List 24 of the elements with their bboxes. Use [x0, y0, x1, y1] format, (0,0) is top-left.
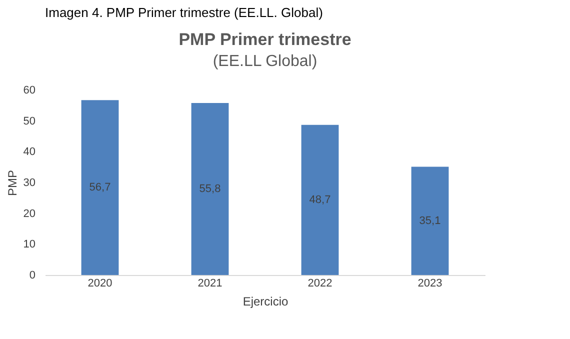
x-tick-label: 2020	[88, 278, 112, 290]
chart-title: PMP Primer trimestre	[178, 30, 352, 49]
data-label: 56,7	[89, 182, 111, 194]
y-tick-label: 20	[23, 208, 36, 220]
y-axis-title: PMP	[5, 170, 20, 196]
bar	[301, 124, 339, 275]
y-tick-label: 10	[23, 238, 36, 251]
x-tick-label: 2023	[418, 278, 442, 290]
y-tick-label: 60	[23, 84, 36, 96]
bar	[191, 102, 229, 275]
data-label: 48,7	[309, 194, 331, 206]
y-tick-label: 0	[29, 270, 36, 282]
bar	[411, 166, 449, 275]
x-tick-label: 2021	[198, 278, 222, 290]
y-tick-label: 40	[23, 146, 36, 158]
data-label: 55,8	[199, 182, 221, 195]
text: Imagen 4. PMP Primer trimestre (EE.LL. Global)	[45, 5, 323, 20]
bar	[81, 100, 119, 275]
x-axis-title: Ejercicio	[242, 294, 288, 308]
chart-subtitle: (EE.LL Global)	[212, 53, 318, 70]
data-label: 35,1	[419, 214, 441, 227]
y-tick-label: 50	[23, 115, 36, 128]
x-tick-label: 2022	[308, 278, 332, 290]
y-tick-label: 30	[23, 177, 36, 189]
